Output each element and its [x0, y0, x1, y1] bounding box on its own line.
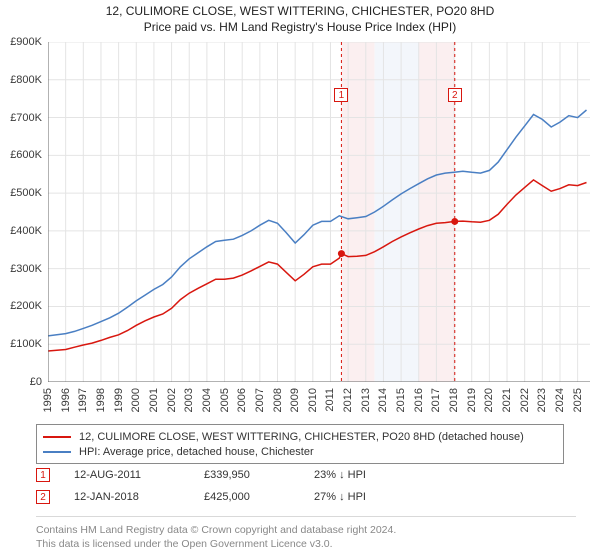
- x-tick-label: 1995: [42, 388, 54, 412]
- y-tick-label: £600K: [10, 149, 42, 161]
- chart-title: 12, CULIMORE CLOSE, WEST WITTERING, CHIC…: [0, 4, 600, 18]
- sale-date: 12-JAN-2018: [74, 491, 204, 503]
- sales-table: 1 12-AUG-2011£339,95023% ↓ HPI 2 12-JAN-201…: [36, 464, 564, 508]
- x-tick-label: 2015: [395, 388, 407, 412]
- y-axis-labels: £0£100K£200K£300K£400K£500K£600K£700K£80…: [0, 42, 46, 382]
- x-tick-label: 2006: [236, 388, 248, 412]
- x-tick-label: 1998: [95, 388, 107, 412]
- sale-delta: 23% ↓ HPI: [314, 469, 434, 481]
- x-tick-label: 2020: [483, 388, 495, 412]
- x-tick-label: 2018: [448, 388, 460, 412]
- x-tick-label: 2023: [536, 388, 548, 412]
- sale-delta: 27% ↓ HPI: [314, 491, 434, 503]
- legend-box: 12, CULIMORE CLOSE, WEST WITTERING, CHIC…: [36, 424, 564, 464]
- y-tick-label: £100K: [10, 338, 42, 350]
- y-tick-label: £900K: [10, 36, 42, 48]
- x-tick-label: 2001: [148, 388, 160, 412]
- x-tick-label: 2024: [554, 388, 566, 412]
- x-tick-label: 2003: [183, 388, 195, 412]
- chart-marker-1: 1: [334, 88, 348, 102]
- x-tick-label: 2016: [413, 388, 425, 412]
- x-tick-label: 2000: [130, 388, 142, 412]
- x-tick-label: 2014: [377, 388, 389, 412]
- chart-marker-2: 2: [448, 88, 462, 102]
- x-tick-label: 2021: [501, 388, 513, 412]
- x-tick-label: 2002: [166, 388, 178, 412]
- legend-row: 12, CULIMORE CLOSE, WEST WITTERING, CHIC…: [43, 429, 557, 444]
- legend-row: HPI: Average price, detached house, Chic…: [43, 444, 557, 459]
- x-tick-label: 2013: [360, 388, 372, 412]
- footer-line-2: This data is licensed under the Open Gov…: [36, 537, 576, 551]
- x-tick-label: 2012: [342, 388, 354, 412]
- x-tick-label: 2009: [289, 388, 301, 412]
- footer: Contains HM Land Registry data © Crown c…: [36, 516, 576, 551]
- legend-swatch: [43, 436, 71, 438]
- chart-subtitle: Price paid vs. HM Land Registry's House …: [0, 20, 600, 34]
- titles: 12, CULIMORE CLOSE, WEST WITTERING, CHIC…: [0, 0, 600, 34]
- legend-label: 12, CULIMORE CLOSE, WEST WITTERING, CHIC…: [79, 431, 524, 443]
- legend-swatch: [43, 451, 71, 453]
- x-axis-labels: 1995199619971998199920002001200220032004…: [48, 384, 590, 420]
- sale-marker-box: 1: [36, 468, 50, 482]
- x-tick-label: 1997: [77, 388, 89, 412]
- chart-area: 12: [48, 42, 590, 382]
- x-tick-label: 2017: [430, 388, 442, 412]
- sale-price: £339,950: [204, 469, 314, 481]
- x-tick-label: 2005: [219, 388, 231, 412]
- sale-row: 1 12-AUG-2011£339,95023% ↓ HPI: [36, 464, 564, 486]
- x-tick-label: 2010: [307, 388, 319, 412]
- x-tick-label: 2022: [519, 388, 531, 412]
- legend-label: HPI: Average price, detached house, Chic…: [79, 446, 314, 458]
- x-tick-label: 2011: [324, 388, 336, 412]
- y-tick-label: £300K: [10, 263, 42, 275]
- y-tick-label: £0: [30, 376, 42, 388]
- x-tick-label: 2025: [572, 388, 584, 412]
- x-tick-label: 2004: [201, 388, 213, 412]
- y-tick-label: £200K: [10, 300, 42, 312]
- plot-svg: [48, 42, 590, 382]
- x-tick-label: 1996: [60, 388, 72, 412]
- y-tick-label: £800K: [10, 74, 42, 86]
- chart-container: 12, CULIMORE CLOSE, WEST WITTERING, CHIC…: [0, 0, 600, 560]
- y-tick-label: £700K: [10, 112, 42, 124]
- sale-row: 2 12-JAN-2018£425,00027% ↓ HPI: [36, 486, 564, 508]
- sale-price: £425,000: [204, 491, 314, 503]
- x-tick-label: 2019: [466, 388, 478, 412]
- y-tick-label: £500K: [10, 187, 42, 199]
- sale-date: 12-AUG-2011: [74, 469, 204, 481]
- x-tick-label: 1999: [113, 388, 125, 412]
- x-tick-label: 2008: [272, 388, 284, 412]
- footer-line-1: Contains HM Land Registry data © Crown c…: [36, 523, 576, 537]
- x-tick-label: 2007: [254, 388, 266, 412]
- sale-marker-box: 2: [36, 490, 50, 504]
- y-tick-label: £400K: [10, 225, 42, 237]
